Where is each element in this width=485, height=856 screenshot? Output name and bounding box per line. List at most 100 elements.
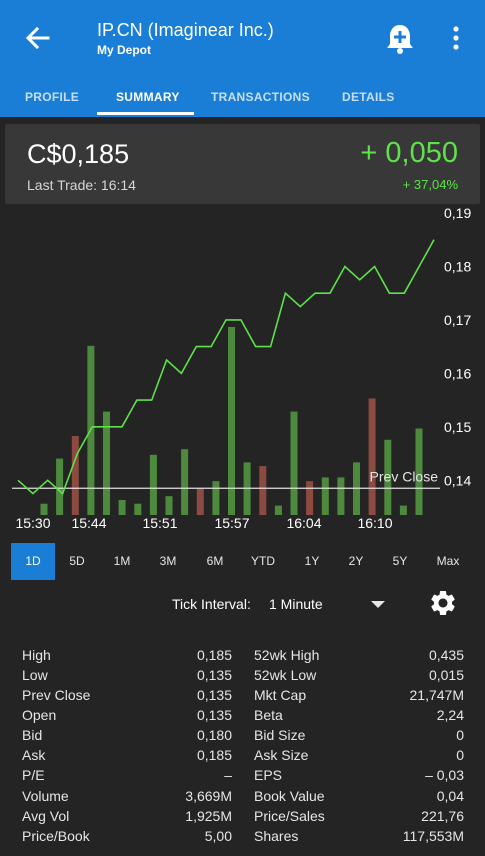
bell-plus-icon[interactable] [385, 22, 415, 56]
volume-bar [290, 411, 298, 515]
stat-value: 0 [456, 727, 464, 743]
volume-bar [399, 505, 407, 515]
stat-label: Beta [254, 707, 283, 723]
price-change-percent: + 37,04% [402, 177, 458, 192]
arrow-left-icon[interactable] [22, 22, 54, 54]
volume-bar [228, 327, 235, 515]
x-tick-label: 15:51 [142, 515, 177, 531]
tab-bar: PROFILE SUMMARY TRANSACTIONS DETAILS [0, 78, 485, 117]
stats-row: Low 0,135 52wk Low 0,015 [0, 667, 485, 687]
x-tick-label: 15:57 [214, 515, 249, 531]
active-tab-indicator [97, 112, 194, 115]
prev-close-label: Prev Close [370, 468, 439, 484]
stat-label: 52wk Low [254, 667, 317, 683]
app-bar: IP.CN (Imaginear Inc.) My Depot PROFILE … [0, 0, 485, 117]
x-tick-label: 15:44 [71, 515, 106, 531]
stat-value: 0,135 [196, 667, 232, 683]
stat-label: Price/Book [22, 828, 90, 844]
range-1m[interactable]: 1M [113, 554, 131, 568]
range-max[interactable]: Max [436, 554, 460, 568]
tab-transactions[interactable]: TRANSACTIONS [211, 90, 310, 104]
stat-value: – [224, 767, 232, 783]
tab-profile[interactable]: PROFILE [25, 90, 80, 104]
stat-value: – 0,03 [425, 767, 464, 783]
last-trade-time: Last Trade: 16:14 [27, 177, 136, 193]
y-tick-label: 0,17 [444, 312, 471, 328]
stats-row: Bid 0,180 Bid Size 0 [0, 727, 485, 747]
stat-label: Bid [22, 727, 43, 743]
volume-bar [149, 454, 157, 515]
stat-value: 0,180 [196, 727, 232, 743]
x-tick-label: 15:30 [15, 515, 50, 531]
stat-label: Avg Vol [22, 808, 70, 824]
stats-row: Volume 3,669M Book Value 0,04 [0, 788, 485, 808]
range-5y[interactable]: 5Y [392, 554, 408, 568]
stat-value: 21,747M [409, 687, 464, 703]
last-price: C$0,185 [27, 139, 130, 169]
x-tick-label: 16:04 [286, 515, 321, 531]
price-chart[interactable]: Prev Close 0,19 0,18 0,17 0,16 0,15 0,14 15:30 1… [0, 205, 485, 540]
price-change: + 0,050 [360, 137, 458, 169]
stat-value: 0,185 [196, 747, 232, 763]
range-3m[interactable]: 3M [159, 554, 177, 568]
volume-bar [259, 466, 267, 515]
volume-bar [40, 503, 48, 515]
volume-bar [181, 449, 189, 515]
stat-label: EPS [254, 767, 283, 783]
stats-row: Prev Close 0,135 Mkt Cap 21,747M [0, 687, 485, 707]
stat-value: 0,185 [196, 647, 232, 663]
more-vertical-icon[interactable] [444, 22, 468, 54]
x-tick-label: 16:10 [357, 515, 392, 531]
stat-label: Mkt Cap [254, 687, 307, 703]
volume-bar [384, 439, 392, 515]
stat-value: 5,00 [204, 828, 232, 844]
volume-bar [415, 428, 423, 515]
stat-value: 3,669M [185, 788, 232, 804]
stat-value: 221,76 [421, 808, 464, 824]
volume-bar [165, 496, 173, 515]
stat-label: Price/Sales [254, 808, 325, 824]
stats-row: Avg Vol 1,925M Price/Sales 221,76 [0, 808, 485, 828]
y-tick-label: 0,15 [444, 419, 471, 435]
volume-bar [196, 488, 204, 515]
range-5d[interactable]: 5D [69, 554, 85, 568]
volume-bar [56, 458, 64, 515]
y-tick-label: 0,16 [444, 365, 471, 381]
volume-bar [321, 477, 329, 515]
stat-label: Low [22, 667, 48, 683]
tick-interval-label: Tick Interval: [172, 596, 251, 612]
volume-bar [368, 398, 376, 515]
stat-value: 0,04 [436, 788, 464, 804]
stat-value: 0,015 [428, 667, 464, 683]
stat-label: Shares [254, 828, 299, 844]
stat-value: 0 [456, 747, 464, 763]
volume-bar [306, 481, 314, 515]
tab-details[interactable]: DETAILS [342, 90, 395, 104]
range-selector: 1D 5D 1M 3M 6M YTD 1Y 2Y 5Y Max [11, 543, 481, 580]
volume-bar [337, 477, 345, 515]
price-chart-svg: Prev Close 0,19 0,18 0,17 0,16 0,15 0,14 15:30 1… [12, 205, 471, 531]
volume-bar [274, 505, 282, 515]
tab-summary[interactable]: SUMMARY [116, 90, 180, 104]
stat-value: 2,24 [436, 707, 464, 723]
range-6m[interactable]: 6M [206, 554, 224, 568]
stat-label: Ask Size [254, 747, 309, 763]
volume-bar [134, 503, 142, 515]
stat-label: Open [22, 707, 57, 723]
stat-label: P/E [22, 767, 45, 783]
stats-row: Ask 0,185 Ask Size 0 [0, 747, 485, 767]
stat-label: Book Value [254, 788, 325, 804]
stat-label: 52wk High [254, 647, 320, 663]
caret-down-icon[interactable] [369, 598, 387, 610]
tick-interval-select[interactable]: 1 Minute [269, 596, 323, 612]
range-1d[interactable]: 1D [11, 543, 55, 580]
stat-label: Bid Size [254, 727, 306, 743]
y-tick-label: 0,19 [444, 205, 471, 221]
stat-label: Ask [22, 747, 46, 763]
range-1y[interactable]: 1Y [304, 554, 320, 568]
range-2y[interactable]: 2Y [348, 554, 364, 568]
stat-label: Volume [22, 788, 69, 804]
range-ytd[interactable]: YTD [251, 554, 275, 568]
stats-row: Open 0,135 Beta 2,24 [0, 707, 485, 727]
gear-icon[interactable] [428, 588, 458, 618]
